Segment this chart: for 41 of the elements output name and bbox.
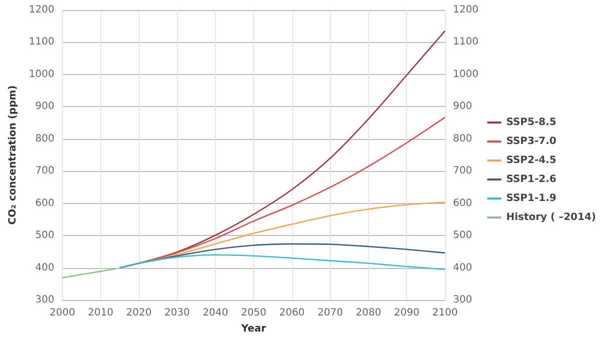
x-tick-label: 2100: [432, 308, 458, 318]
y2-tick-label: 500: [453, 230, 472, 242]
x-tick-label: 2090: [394, 308, 420, 318]
x-tick-label: 2020: [126, 308, 152, 318]
y2-tick-label: 900: [453, 101, 472, 112]
y-tick-label: 300: [35, 294, 54, 306]
x-tick-label: 2030: [164, 308, 190, 318]
x-tick-label: 2080: [356, 308, 382, 318]
x-tick-label: 2010: [88, 308, 114, 318]
y2-tick-label: 400: [453, 262, 472, 274]
legend-label: SSP1-1.9: [506, 193, 556, 204]
y2-tick-label: 1200: [453, 4, 478, 16]
y-tick-label: 700: [35, 166, 54, 177]
legend-label: SSP2-4.5: [506, 155, 556, 166]
y2-tick-label: 1000: [453, 68, 478, 80]
line-series: [119, 254, 446, 270]
x-tick-label: 2050: [240, 308, 266, 318]
x-axis-title: Year: [240, 324, 266, 334]
y-tick-label: 1100: [28, 36, 54, 48]
legend-label: SSP5-8.5: [506, 117, 556, 128]
x-tick-label: 2000: [50, 308, 76, 318]
x-tick-label: 2040: [202, 308, 228, 318]
y2-tick-label: 600: [453, 198, 472, 209]
line-series: [62, 268, 117, 278]
y-axis-title: CO₂ concentration (ppm): [8, 85, 18, 225]
y2-tick-label: 800: [453, 133, 472, 144]
legend-label: History ( –2014): [506, 212, 596, 223]
y-tick-label: 600: [35, 198, 54, 209]
y-tick-label: 1000: [28, 68, 54, 80]
x-tick-label: 2060: [279, 308, 305, 318]
y2-tick-label: 1100: [453, 36, 478, 48]
y-tick-label: 1200: [28, 4, 54, 16]
y-tick-label: 400: [35, 262, 54, 274]
legend-label: SSP3-7.0: [506, 136, 556, 147]
legend-label: SSP1-2.6: [506, 174, 556, 185]
x-tick-label: 2070: [317, 308, 343, 318]
y-tick-label: 500: [35, 230, 54, 242]
y2-tick-label: 300: [453, 294, 472, 306]
y-tick-label: 900: [35, 101, 54, 112]
y-tick-label: 800: [35, 133, 54, 144]
y2-tick-label: 700: [453, 166, 472, 177]
